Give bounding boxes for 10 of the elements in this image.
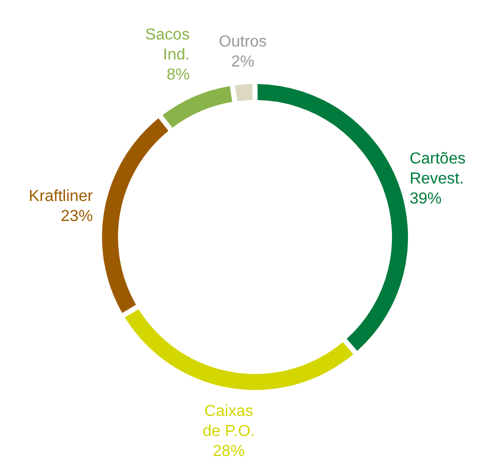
data-label: 39% xyxy=(410,190,442,208)
slice-label: Cartões Revest. xyxy=(410,150,466,188)
slice-label: Sacos Ind. xyxy=(145,26,190,64)
data-label: 23% xyxy=(60,208,93,225)
data-label: 28% xyxy=(212,442,245,460)
data-label: 8% xyxy=(166,66,190,84)
data-label: 2% xyxy=(231,53,254,70)
slice-label: Kraftliner xyxy=(28,188,94,205)
slice-label: Caixas de P.O. xyxy=(202,402,255,440)
slice-label: Outros xyxy=(218,33,267,50)
